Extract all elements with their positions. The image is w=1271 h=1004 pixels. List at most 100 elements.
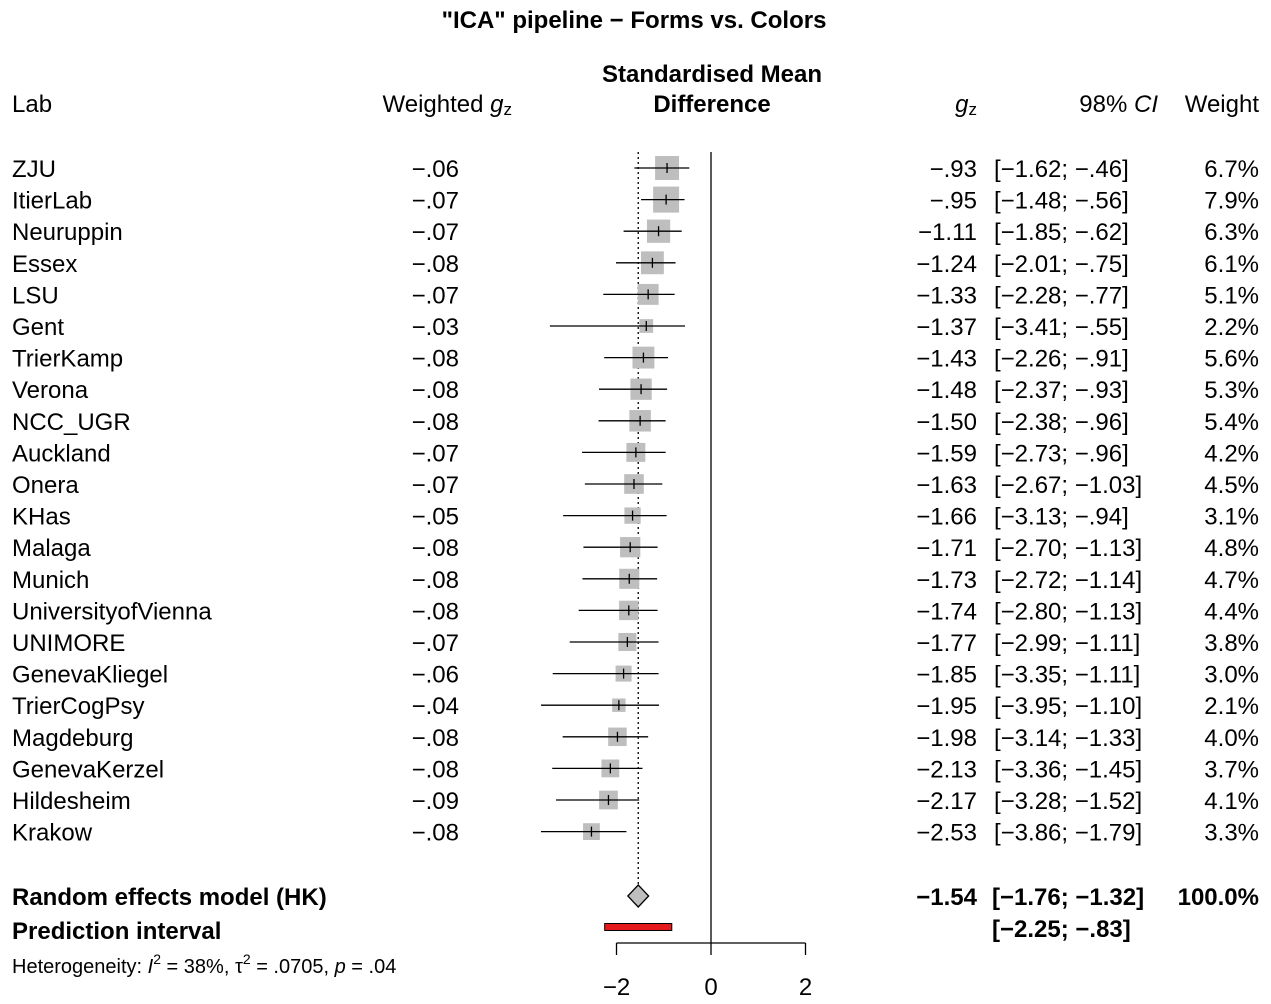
study-gz: −1.33 [916, 282, 977, 309]
header-weighted-sub: z [504, 100, 513, 119]
study-weighted-gz: −.03 [412, 314, 459, 341]
study-weighted-gz: −.08 [412, 346, 459, 373]
study-gz: −1.98 [916, 725, 977, 752]
study-weighted-gz: −.08 [412, 251, 459, 278]
study-lab: Neuruppin [12, 219, 123, 246]
header-lab: Lab [12, 91, 52, 118]
header-ci-italic: CI [1134, 91, 1158, 118]
study-lab: Magdeburg [12, 725, 133, 752]
heterogeneity-prefix: Heterogeneity: [12, 956, 148, 978]
header-smd-line1: Standardised Mean [602, 61, 822, 88]
study-lab: Hildesheim [12, 788, 131, 815]
study-weighted-gz: −.06 [412, 156, 459, 183]
study-ci: [−3.41; −.55] [994, 314, 1129, 341]
study-weight: 7.9% [1204, 188, 1259, 215]
study-gz: −2.53 [916, 820, 977, 847]
study-gz: −2.17 [916, 788, 977, 815]
x-axis: −2 0 2 [603, 942, 812, 1001]
study-rows: ZJU −.06 −.93 [−1.62; −.46] 6.7% ItierLab −.07… [12, 156, 1259, 847]
study-gz: −1.37 [916, 314, 977, 341]
study-gz: −.93 [930, 156, 977, 183]
study-weight: 3.1% [1204, 504, 1259, 531]
study-lab: ZJU [12, 156, 56, 183]
study-weighted-gz: −.07 [412, 440, 459, 467]
summary-section: Random effects model (HK) −1.54 [−1.76; … [12, 884, 1259, 945]
header-ci-prefix: 98% [1079, 91, 1134, 118]
study-weight: 6.1% [1204, 251, 1259, 278]
study-ci: [−2.70; −1.13] [994, 535, 1142, 562]
study-ci: [−1.85; −.62] [994, 219, 1129, 246]
study-gz: −1.59 [916, 440, 977, 467]
study-weighted-gz: −.07 [412, 472, 459, 499]
heterogeneity-tau2-superscript: 2 [243, 951, 251, 967]
study-ci: [−3.28; −1.52] [994, 788, 1142, 815]
study-weight: 4.5% [1204, 472, 1259, 499]
prediction-interval-label: Prediction interval [12, 918, 221, 945]
study-weighted-gz: −.05 [412, 504, 459, 531]
study-weighted-gz: −.09 [412, 788, 459, 815]
study-lab: Verona [12, 377, 89, 404]
heterogeneity-p-symbol: p [334, 956, 346, 978]
study-weight: 4.0% [1204, 725, 1259, 752]
study-ci: [−2.01; −.75] [994, 251, 1129, 278]
study-ci: [−2.37; −.93] [994, 377, 1129, 404]
study-gz: −1.77 [916, 630, 977, 657]
study-lab: UniversityofVienna [12, 598, 212, 625]
header-smd-line2: Difference [653, 91, 770, 118]
study-lab: Krakow [12, 820, 93, 847]
study-lab: Gent [12, 314, 64, 341]
random-effects-estimate: −1.54 [916, 884, 977, 911]
study-ci: [−2.80; −1.13] [994, 598, 1142, 625]
random-effects-ci: [−1.76; −1.32] [992, 884, 1144, 911]
chart-title: "ICA" pipeline − Forms vs. Colors [442, 7, 827, 34]
study-gz: −1.85 [916, 662, 977, 689]
study-ci: [−3.14; −1.33] [994, 725, 1142, 752]
study-gz: −.95 [930, 188, 977, 215]
x-axis-tick-label: 0 [704, 974, 717, 1001]
study-lab: Auckland [12, 440, 111, 467]
study-lab: GenevaKerzel [12, 756, 164, 783]
study-weight: 4.2% [1204, 440, 1259, 467]
study-weighted-gz: −.08 [412, 535, 459, 562]
study-lab: Essex [12, 251, 77, 278]
study-gz: −1.11 [918, 219, 977, 246]
random-effects-weight: 100.0% [1178, 884, 1259, 911]
study-ci: [−2.26; −.91] [994, 346, 1129, 373]
header-ci: 98% CI [1079, 91, 1158, 118]
study-lab: NCC_UGR [12, 409, 131, 436]
study-gz: −1.74 [916, 598, 977, 625]
study-ci: [−2.73; −.96] [994, 440, 1129, 467]
study-weighted-gz: −.07 [412, 219, 459, 246]
study-ci: [−3.35; −1.11] [994, 662, 1140, 689]
study-weight: 5.6% [1204, 346, 1259, 373]
study-gz: −1.43 [916, 346, 977, 373]
random-effects-label: Random effects model (HK) [12, 884, 327, 911]
heterogeneity-p-value: = .04 [346, 956, 397, 978]
study-gz: −2.13 [916, 756, 977, 783]
heterogeneity-tau2-value: = .0705, [251, 956, 335, 978]
study-weight: 2.2% [1204, 314, 1259, 341]
study-gz: −1.66 [916, 504, 977, 531]
study-gz: −1.71 [916, 535, 977, 562]
study-gz: −1.50 [916, 409, 977, 436]
study-gz: −1.48 [916, 377, 977, 404]
x-axis-tick-label: 2 [799, 974, 812, 1001]
study-lab: ItierLab [12, 188, 92, 215]
study-gz: −1.63 [916, 472, 977, 499]
heterogeneity-tau2-symbol: τ [235, 956, 243, 978]
header-weighted-gz: Weighted gz [383, 91, 512, 119]
study-weight: 2.1% [1204, 693, 1259, 720]
header-weight: Weight [1185, 91, 1260, 118]
study-ci: [−2.72; −1.14] [994, 567, 1142, 594]
study-weight: 4.1% [1204, 788, 1259, 815]
study-weight: 4.8% [1204, 535, 1259, 562]
header-gz-var: g [955, 91, 969, 118]
study-weight: 3.3% [1204, 820, 1259, 847]
study-weighted-gz: −.08 [412, 756, 459, 783]
study-ci: [−2.67; −1.03] [994, 472, 1142, 499]
study-gz: −1.24 [916, 251, 977, 278]
column-headers: Lab Weighted gz Standardised Mean Differ… [12, 61, 1259, 119]
prediction-interval-ci: [−2.25; −.83] [992, 916, 1131, 943]
study-lab: GenevaKliegel [12, 662, 168, 689]
